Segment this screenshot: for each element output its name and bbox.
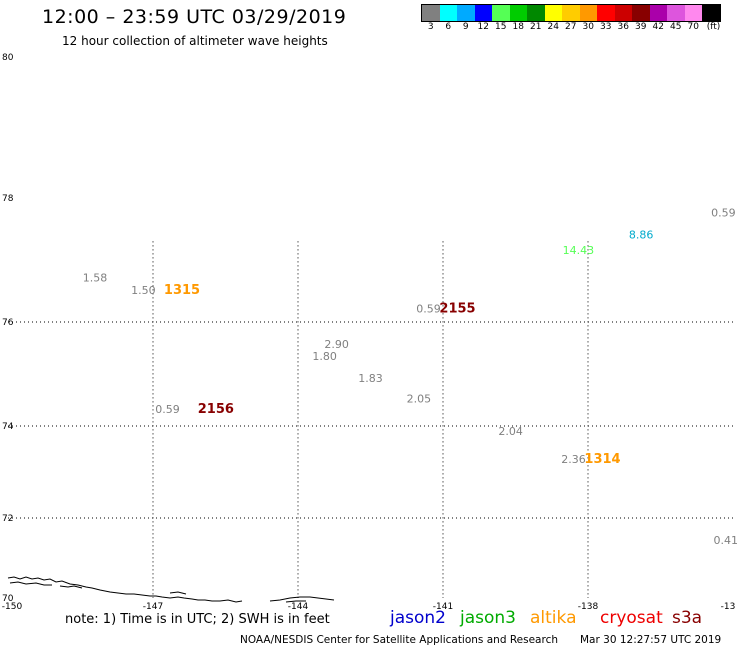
wave-height-value: 0.41 (714, 534, 739, 547)
footer-note: note: 1) Time is in UTC; 2) SWH is in fe… (65, 612, 330, 627)
wave-height-value: 1.50 (131, 284, 156, 297)
colorbar-swatch (457, 5, 475, 21)
pass-time-label: 1314 (584, 452, 620, 467)
colorbar-swatch (492, 5, 510, 21)
credit-text: NOAA/NESDIS Center for Satellite Applica… (240, 634, 558, 646)
wave-height-value: 0.59 (416, 303, 441, 316)
satellite-legend-altika: altika (530, 608, 577, 628)
pass-time-label: 2156 (198, 402, 234, 417)
lat-lon-grid (8, 241, 733, 598)
map-title: 12:00 – 23:59 UTC 03/29/2019 (42, 6, 347, 28)
wave-height-value: 14.43 (563, 244, 595, 257)
colorbar-tick-label: 39 (635, 22, 647, 32)
map-subtitle: 12 hour collection of altimeter wave hei… (62, 34, 328, 48)
coastline-path (169, 591, 187, 595)
colorbar-tick-label: 18 (512, 22, 524, 32)
pass-time-label: 2155 (439, 302, 475, 317)
colorbar-swatch (684, 5, 702, 21)
wave-height-value: 2.90 (324, 338, 349, 351)
colorbar-swatch (649, 5, 667, 21)
colorbar-tick-label: 9 (462, 22, 469, 32)
colorbar-tick-label: 3 (427, 22, 434, 32)
satellite-legend-jason3: jason3 (460, 608, 516, 628)
colorbar-tick-label: 24 (547, 22, 559, 32)
wave-height-colorbar (421, 4, 721, 22)
colorbar-swatch (544, 5, 562, 21)
wave-height-value: 1.58 (83, 272, 108, 285)
satellite-legend-cryosat: cryosat (600, 608, 663, 628)
colorbar-tick-label: 45 (670, 22, 682, 32)
colorbar-swatch (439, 5, 457, 21)
pass-time-label: 1315 (164, 283, 200, 298)
colorbar-swatch (579, 5, 597, 21)
coastline-path (7, 576, 243, 603)
colorbar-swatch (702, 5, 720, 21)
colorbar-tick-label: 36 (617, 22, 629, 32)
wave-height-value: 2.05 (407, 393, 432, 406)
colorbar-tick-label: 27 (565, 22, 577, 32)
colorbar-swatch (614, 5, 632, 21)
longitude-tick-label: -144 (288, 602, 309, 612)
colorbar-swatch (632, 5, 650, 21)
colorbar-tick-label: 6 (445, 22, 452, 32)
longitude-tick-label: -141 (433, 602, 453, 612)
longitude-tick-label: -13 (721, 602, 736, 612)
coastline (7, 576, 335, 603)
colorbar-tick-label: 21 (530, 22, 542, 32)
colorbar-swatch (562, 5, 580, 21)
colorbar-swatch (422, 5, 440, 21)
wave-height-value: 2.36 (561, 453, 586, 466)
latitude-tick-label: 70 (2, 594, 14, 604)
colorbar-swatch (667, 5, 685, 21)
wave-height-value: 2.04 (498, 425, 523, 438)
wave-height-value: 8.86 (629, 228, 654, 241)
latitude-tick-label: 74 (2, 422, 14, 432)
colorbar-tick-label: 15 (495, 22, 507, 32)
colorbar-swatch (509, 5, 527, 21)
credit-timestamp: Mar 30 12:27:57 UTC 2019 (580, 634, 722, 646)
colorbar-tick-label: 12 (477, 22, 489, 32)
coastline-path (269, 596, 335, 602)
colorbar-tick-label: 42 (652, 22, 664, 32)
colorbar-tick-label: 70 (687, 22, 699, 32)
wave-height-value: 1.80 (312, 350, 337, 363)
colorbar-tick-label: 33 (600, 22, 612, 32)
wave-height-value: 0.59 (155, 403, 180, 416)
latitude-tick-label: 78 (2, 194, 14, 204)
colorbar-swatch (474, 5, 492, 21)
coastline-path (9, 581, 52, 586)
latitude-tick-label: 80 (2, 53, 14, 63)
wave-height-value: 1.83 (358, 372, 383, 385)
colorbar-swatch (597, 5, 615, 21)
longitude-tick-label: -147 (143, 602, 163, 612)
colorbar-swatch (527, 5, 545, 21)
longitude-tick-label: -150 (2, 602, 23, 612)
latitude-tick-label: 72 (2, 514, 13, 524)
coastline-path (285, 600, 306, 603)
satellite-legend-s3a: s3a (672, 608, 703, 628)
latitude-tick-label: 76 (2, 318, 14, 328)
colorbar-tick-label: 30 (582, 22, 594, 32)
longitude-tick-label: -138 (578, 602, 599, 612)
coastline-path (59, 585, 83, 589)
map-labels: 80 78 76 74 72 70-150 -147 -144 -141 -138 -13 1.58 1… (2, 53, 738, 612)
colorbar-unit: (ft) (706, 22, 721, 32)
wave-height-value: 0.59 (711, 207, 736, 220)
satellite-legend-jason2: jason2 (390, 608, 446, 628)
